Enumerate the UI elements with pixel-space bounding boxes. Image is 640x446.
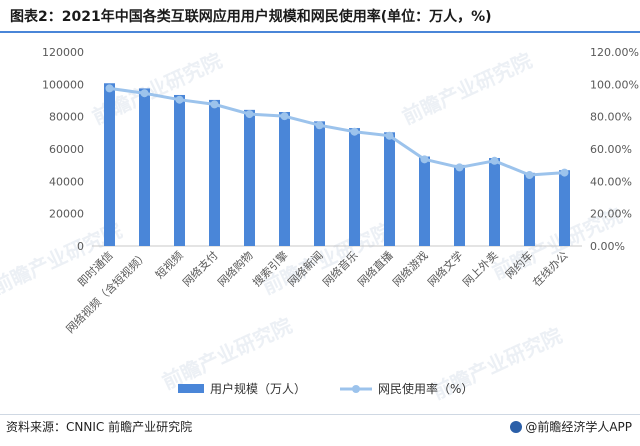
line-point <box>560 168 569 177</box>
line-point <box>280 112 289 121</box>
bar <box>384 132 395 246</box>
line-point <box>490 156 499 165</box>
bar <box>174 94 185 246</box>
left-tick-label: 20000 <box>49 208 84 221</box>
bar <box>524 172 535 246</box>
line-point <box>175 95 184 104</box>
left-tick-label: 40000 <box>49 175 84 188</box>
legend: 用户规模（万人） 网民使用率（%） <box>178 381 473 396</box>
source-note: 资料来源：CNNIC 前瞻产业研究院 <box>6 420 193 434</box>
bar <box>489 158 500 246</box>
right-tick-label: 60.00% <box>590 143 632 156</box>
left-y-axis: 0 20000 40000 60000 80000 100000 120000 <box>42 46 582 253</box>
line-point <box>525 171 534 180</box>
right-tick-label: 120.00% <box>590 46 639 59</box>
bar <box>454 164 465 246</box>
brand-label: @前瞻经济学人APP <box>525 420 632 434</box>
x-tick-label: 网络文学 <box>425 248 466 289</box>
right-tick-label: 80.00% <box>590 111 632 124</box>
bar <box>139 88 150 247</box>
left-tick-label: 100000 <box>42 78 84 91</box>
line-point <box>420 155 429 164</box>
left-tick-label: 120000 <box>42 46 84 59</box>
bar <box>209 99 220 246</box>
line-point <box>245 110 254 119</box>
x-tick-label: 网络游戏 <box>390 248 431 289</box>
right-tick-label: 20.00% <box>590 208 632 221</box>
brand-logo-icon <box>510 421 523 433</box>
bar <box>244 109 255 246</box>
bar <box>349 128 360 246</box>
bar-series <box>104 83 570 247</box>
left-tick-label: 80000 <box>49 111 84 124</box>
watermark-text: 前瞻产业研究院 <box>399 48 536 129</box>
footer-divider <box>0 414 640 415</box>
brand-credit: @前瞻经济学人APP <box>510 418 632 435</box>
line-point <box>350 127 359 136</box>
title-divider <box>0 31 640 33</box>
legend-bar-label: 用户规模（万人） <box>210 381 306 396</box>
legend-line-marker <box>352 385 360 393</box>
x-tick-label: 短视频 <box>152 248 185 281</box>
bar <box>559 170 570 246</box>
legend-bar-swatch <box>178 384 204 393</box>
line-series <box>105 84 569 180</box>
usage-rate-line <box>109 86 565 177</box>
line-point <box>315 121 324 130</box>
x-tick-label: 网络购物 <box>215 248 256 289</box>
right-tick-label: 100.00% <box>590 78 639 91</box>
bar <box>279 112 290 246</box>
left-tick-label: 60000 <box>49 143 84 156</box>
left-tick-label: 0 <box>77 240 84 253</box>
legend-line-label: 网民使用率（%） <box>378 381 473 396</box>
line-point <box>455 163 464 172</box>
line-point <box>105 84 114 93</box>
bar <box>314 121 325 246</box>
line-point <box>140 89 149 98</box>
right-y-axis: 0.00% 20.00% 40.00% 60.00% 80.00% 100.00% 120.… <box>590 46 639 253</box>
chart-title: 图表2：2021年中国各类互联网应用用户规模和网民使用率(单位：万人，%) <box>10 9 492 25</box>
x-tick-label: 网络支付 <box>180 248 221 289</box>
right-tick-label: 40.00% <box>590 175 632 188</box>
bar <box>104 83 115 247</box>
line-point <box>210 100 219 109</box>
bar <box>419 156 430 246</box>
line-point <box>385 131 394 140</box>
right-tick-label: 0.00% <box>590 240 625 253</box>
